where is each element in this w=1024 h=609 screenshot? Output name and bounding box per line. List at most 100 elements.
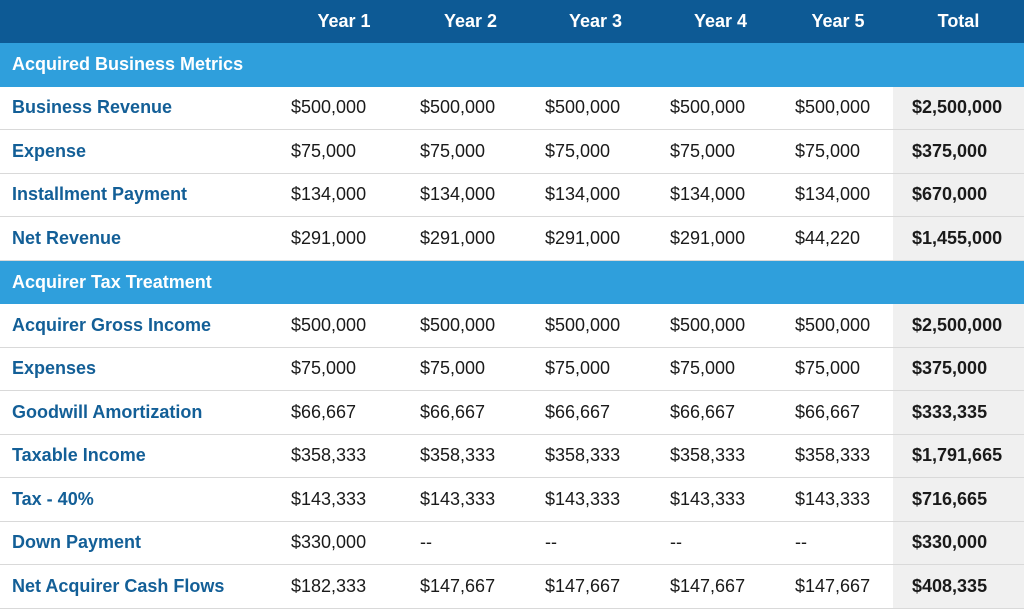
value-cell-year-3: $66,667: [545, 401, 611, 422]
value-cell-year-1: $143,333: [291, 488, 367, 509]
header-cell-blank: [0, 0, 280, 43]
table-row: Expenses $75,000 $75,000 $75,000 $75,000 $75,…: [0, 347, 1024, 391]
row-label: Net Acquirer Cash Flows: [12, 575, 225, 596]
section-title: Acquirer Tax Treatment: [12, 271, 212, 292]
value-cell-year-5: $500,000: [795, 97, 871, 118]
value-cell-year-5: $44,220: [795, 227, 861, 248]
table-row: Tax - 40% $143,333 $143,333 $143,333 $143,33…: [0, 478, 1024, 522]
value-cell-year-2: $143,333: [420, 488, 496, 509]
value-cell-year-5: $500,000: [795, 314, 871, 335]
header-cell-total: Total: [893, 0, 1024, 43]
value-cell-year-5: $134,000: [795, 184, 871, 205]
total-cell: $408,335: [893, 565, 1024, 608]
value-cell-year-1: $66,667: [291, 401, 357, 422]
table-header-row: Year 1 Year 2 Year 3 Year 4 Year 5 Total: [0, 0, 1024, 43]
value-cell-year-4: $143,333: [670, 488, 746, 509]
value-cell-year-3: $500,000: [545, 314, 621, 335]
total-cell: $330,000: [893, 521, 1024, 564]
table-row: Down Payment $330,000 -- -- -- -- $330,000: [0, 521, 1024, 565]
total-cell: $375,000: [893, 130, 1024, 173]
header-cell-year-4: Year 4: [693, 11, 748, 31]
value-cell-year-2: $500,000: [420, 314, 496, 335]
value-cell-year-2: $134,000: [420, 184, 496, 205]
section-header-row: Acquired Business Metrics: [0, 43, 1024, 87]
value-cell-year-2: $75,000: [420, 140, 486, 161]
value-cell-year-4: --: [670, 532, 682, 553]
row-label: Taxable Income: [12, 445, 146, 466]
value-cell-year-2: $66,667: [420, 401, 486, 422]
table-row: Expense $75,000 $75,000 $75,000 $75,000 $75,0…: [0, 130, 1024, 174]
header-cell-year-3: Year 3: [568, 11, 623, 31]
value-cell-year-5: $66,667: [795, 401, 861, 422]
row-label: Net Revenue: [12, 227, 122, 248]
value-cell-year-2: $147,667: [420, 575, 496, 596]
row-label: Installment Payment: [12, 184, 188, 205]
row-label: Tax - 40%: [12, 488, 94, 509]
header-cell-year-2: Year 2: [443, 11, 498, 31]
section-header-row: Acquirer Tax Treatment: [0, 260, 1024, 304]
value-cell-year-5: --: [795, 532, 807, 553]
table-row: Taxable Income $358,333 $358,333 $358,333 $3…: [0, 434, 1024, 478]
value-cell-year-1: $134,000: [291, 184, 367, 205]
value-cell-year-2: --: [420, 532, 432, 553]
value-cell-year-2: $358,333: [420, 445, 496, 466]
value-cell-year-3: $291,000: [545, 227, 621, 248]
value-cell-year-1: $500,000: [291, 314, 367, 335]
row-label: Expense: [12, 140, 87, 161]
value-cell-year-3: $358,333: [545, 445, 621, 466]
value-cell-year-4: $358,333: [670, 445, 746, 466]
value-cell-year-5: $75,000: [795, 140, 861, 161]
value-cell-year-4: $291,000: [670, 227, 746, 248]
value-cell-year-1: $75,000: [291, 358, 357, 379]
value-cell-year-2: $500,000: [420, 97, 496, 118]
value-cell-year-3: $75,000: [545, 140, 611, 161]
value-cell-year-4: $75,000: [670, 358, 736, 379]
total-cell: $2,500,000: [893, 86, 1024, 129]
value-cell-year-3: $75,000: [545, 358, 611, 379]
value-cell-year-5: $75,000: [795, 358, 861, 379]
row-label: Down Payment: [12, 532, 142, 553]
value-cell-year-3: $143,333: [545, 488, 621, 509]
table-row: Net Revenue $291,000 $291,000 $291,000 $291,…: [0, 217, 1024, 261]
value-cell-year-5: $143,333: [795, 488, 871, 509]
value-cell-year-1: $330,000: [291, 532, 367, 553]
value-cell-year-1: $75,000: [291, 140, 357, 161]
total-cell: $1,455,000: [893, 217, 1024, 260]
value-cell-year-3: --: [545, 532, 557, 553]
value-cell-year-5: $358,333: [795, 445, 871, 466]
value-cell-year-4: $75,000: [670, 140, 736, 161]
value-cell-year-2: $291,000: [420, 227, 496, 248]
total-cell: $1,791,665: [893, 434, 1024, 477]
value-cell-year-1: $358,333: [291, 445, 367, 466]
row-label: Acquirer Gross Income: [12, 314, 212, 335]
table-row: Installment Payment $134,000 $134,000 $134,…: [0, 173, 1024, 217]
row-label: Goodwill Amortization: [12, 401, 203, 422]
table-row: Goodwill Amortization $66,667 $66,667 $66,6…: [0, 391, 1024, 435]
table-body: Acquired Business Metrics Business Revenu…: [0, 43, 1024, 609]
value-cell-year-4: $500,000: [670, 97, 746, 118]
table-row: Business Revenue $500,000 $500,000 $500,000…: [0, 86, 1024, 130]
value-cell-year-4: $134,000: [670, 184, 746, 205]
value-cell-year-4: $147,667: [670, 575, 746, 596]
header-cell-year-1: Year 1: [317, 11, 371, 31]
table-row: Net Acquirer Cash Flows $182,333 $147,667 $…: [0, 565, 1024, 609]
total-cell: $2,500,000: [893, 304, 1024, 347]
total-cell: $716,665: [893, 478, 1024, 521]
value-cell-year-1: $500,000: [291, 97, 367, 118]
total-cell: $375,000: [893, 347, 1024, 390]
value-cell-year-3: $500,000: [545, 97, 621, 118]
row-label: Expenses: [12, 358, 97, 379]
value-cell-year-1: $291,000: [291, 227, 367, 248]
section-title: Acquired Business Metrics: [12, 54, 244, 75]
value-cell-year-5: $147,667: [795, 575, 871, 596]
value-cell-year-1: $182,333: [291, 575, 367, 596]
header-cell-year-5: Year 5: [811, 11, 865, 31]
row-label: Business Revenue: [12, 97, 173, 118]
total-cell: $333,335: [893, 391, 1024, 434]
value-cell-year-2: $75,000: [420, 358, 486, 379]
value-cell-year-4: $66,667: [670, 401, 736, 422]
value-cell-year-3: $147,667: [545, 575, 621, 596]
total-cell: $670,000: [893, 173, 1024, 216]
value-cell-year-3: $134,000: [545, 184, 621, 205]
